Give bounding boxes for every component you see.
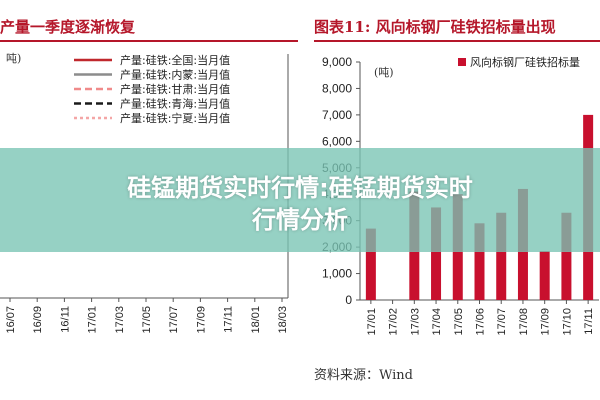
bar bbox=[409, 251, 420, 300]
x-tick-label: 16/09 bbox=[32, 306, 44, 334]
overlay-banner: 硅锰期货实时行情:硅锰期货实时 行情分析 bbox=[0, 148, 600, 252]
right-chart-title: 图表11: 风向标钢厂硅铁招标量出现 bbox=[314, 18, 556, 36]
x-tick-label: 17/11 bbox=[223, 306, 235, 333]
legend-label: 产量:硅铁:全国:当月值 bbox=[120, 53, 230, 67]
x-tick-label: 17/04 bbox=[431, 308, 443, 336]
legend-label: 产量:硅铁:宁夏:当月值 bbox=[120, 111, 230, 125]
x-tick-label: 18/01 bbox=[250, 306, 262, 334]
x-tick-label: 17/09 bbox=[195, 306, 207, 334]
x-tick-label: 17/08 bbox=[518, 308, 530, 336]
x-tick-label: 17/01 bbox=[87, 306, 99, 334]
bar bbox=[496, 251, 507, 300]
y-tick-label: 7,000 bbox=[322, 108, 352, 122]
x-tick-label: 17/07 bbox=[496, 308, 508, 336]
legend-label: 产量:硅铁:内蒙:当月值 bbox=[120, 68, 230, 82]
legend-label: 产量:硅铁:甘肃:当月值 bbox=[120, 82, 230, 96]
right-title-rule bbox=[314, 40, 600, 42]
left-line-chart: 吨) 产量:硅铁:全国:当月值产量:硅铁:内蒙:当月值产量:硅铁:甘肃:当月值产量… bbox=[0, 52, 289, 334]
x-tick-label: 17/03 bbox=[409, 308, 421, 336]
x-tick-label: 17/09 bbox=[540, 308, 552, 336]
legend-swatch bbox=[458, 58, 466, 66]
bar bbox=[517, 251, 528, 300]
bar bbox=[365, 251, 376, 300]
bar bbox=[561, 251, 572, 300]
legend-label: 风向标钢厂硅铁招标量 bbox=[470, 55, 580, 69]
x-tick-label: 17/02 bbox=[388, 308, 400, 336]
banner-headline-line-2: 行情分析 bbox=[252, 206, 348, 234]
x-tick-label: 18/03 bbox=[277, 306, 289, 334]
x-tick-label: 17/10 bbox=[561, 308, 573, 336]
x-tick-label: 17/07 bbox=[168, 306, 180, 334]
x-tick-label: 17/06 bbox=[475, 308, 487, 336]
x-tick-label: 17/11 bbox=[583, 308, 595, 335]
source-note: 资料来源：Wind bbox=[314, 368, 413, 383]
x-tick-label: 17/05 bbox=[453, 308, 465, 336]
y-tick-label: 0 bbox=[345, 293, 352, 307]
bar bbox=[474, 251, 485, 300]
y-tick-label: 8,000 bbox=[322, 81, 352, 95]
banner-headline-line-1: 硅锰期货实时行情:硅锰期货实时 bbox=[127, 174, 473, 202]
bar bbox=[452, 251, 463, 300]
left-chart-title: 产量一季度逐渐恢复 bbox=[0, 18, 136, 36]
y-tick-label: 9,000 bbox=[322, 55, 352, 69]
y-unit-label: (吨) bbox=[374, 66, 394, 79]
y-tick-label: 6,000 bbox=[322, 134, 352, 148]
legend-label: 产量:硅铁:青海:当月值 bbox=[120, 97, 230, 111]
x-tick-label: 16/07 bbox=[5, 306, 17, 334]
x-tick-label: 16/11 bbox=[59, 306, 71, 333]
x-tick-label: 17/03 bbox=[114, 306, 126, 334]
bar bbox=[583, 251, 594, 300]
x-tick-label: 17/01 bbox=[366, 308, 378, 336]
bar bbox=[431, 251, 442, 300]
y-tick-label: 1,000 bbox=[322, 267, 352, 281]
left-title-rule bbox=[0, 40, 298, 42]
y-unit-label: 吨) bbox=[6, 52, 21, 65]
x-tick-label: 17/05 bbox=[141, 306, 153, 334]
bar bbox=[539, 251, 550, 300]
